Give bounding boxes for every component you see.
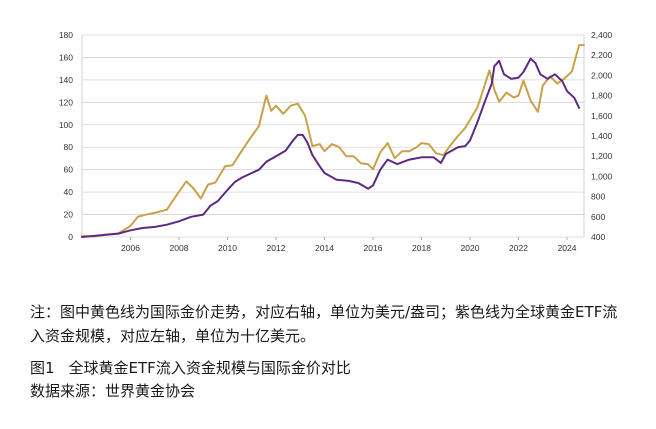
right-tick-label: 1,000: [591, 171, 613, 181]
right-tick-label: 1,600: [591, 111, 613, 121]
x-tick-label: 2012: [267, 243, 286, 253]
x-axis: 2006 2008 2010 2012 2014 2016 2018 2020 2022 2024: [121, 237, 577, 253]
figure-caption: 图1 全球黄金ETF流入资金规模与国际金价对比 数据来源：世界黄金协会: [30, 357, 630, 403]
chart-note: 注：图中黄色线为国际金价走势，对应右轴，单位为美元/盎司；紫色线为全球黄金ETF…: [30, 303, 618, 345]
figure-number: 图1: [30, 359, 55, 377]
left-tick-label: 40: [64, 187, 74, 197]
right-tick-label: 2,200: [591, 50, 613, 60]
x-tick-label: 2008: [170, 243, 189, 253]
x-tick-label: 2018: [412, 243, 431, 253]
x-tick-label: 2022: [509, 243, 528, 253]
right-tick-label: 1,400: [591, 131, 613, 141]
left-tick-label: 160: [59, 52, 73, 62]
left-tick-label: 60: [64, 165, 74, 175]
x-tick-label: 2010: [218, 243, 237, 253]
right-tick-label: 400: [591, 232, 605, 242]
gridlines: [81, 34, 585, 238]
right-tick-label: 1,800: [591, 91, 613, 101]
left-axis: 0 20 40 60 80 100 120 140 160 180: [59, 30, 73, 242]
right-tick-label: 600: [591, 212, 605, 222]
x-tick-label: 2020: [461, 243, 480, 253]
data-source: 数据来源：世界黄金协会: [30, 382, 196, 400]
series-lines: [81, 44, 585, 238]
left-tick-label: 80: [64, 142, 74, 152]
right-tick-label: 2,400: [591, 30, 613, 40]
right-tick-label: 2,000: [591, 70, 613, 80]
chart: 0 20 40 60 80 100 120 140 160 180 400 600 800 1,000 1…: [59, 30, 613, 253]
left-tick-label: 180: [59, 30, 73, 40]
x-tick-label: 2016: [364, 243, 383, 253]
left-tick-label: 20: [64, 210, 74, 220]
right-tick-label: 1,200: [591, 151, 613, 161]
figure-title: 全球黄金ETF流入资金规模与国际金价对比: [68, 359, 351, 377]
right-axis: 400 600 800 1,000 1,200 1,400 1,600 1,800 2,000 2…: [591, 30, 613, 242]
left-tick-label: 0: [68, 232, 73, 242]
left-tick-label: 140: [59, 75, 73, 85]
x-tick-label: 2024: [558, 243, 577, 253]
gold-price-line: [81, 44, 585, 238]
left-tick-label: 120: [59, 97, 73, 107]
x-tick-label: 2006: [121, 243, 140, 253]
left-tick-label: 100: [59, 120, 73, 130]
right-tick-label: 800: [591, 192, 605, 202]
etf-flow-line: [81, 57, 581, 238]
x-tick-label: 2014: [315, 243, 334, 253]
